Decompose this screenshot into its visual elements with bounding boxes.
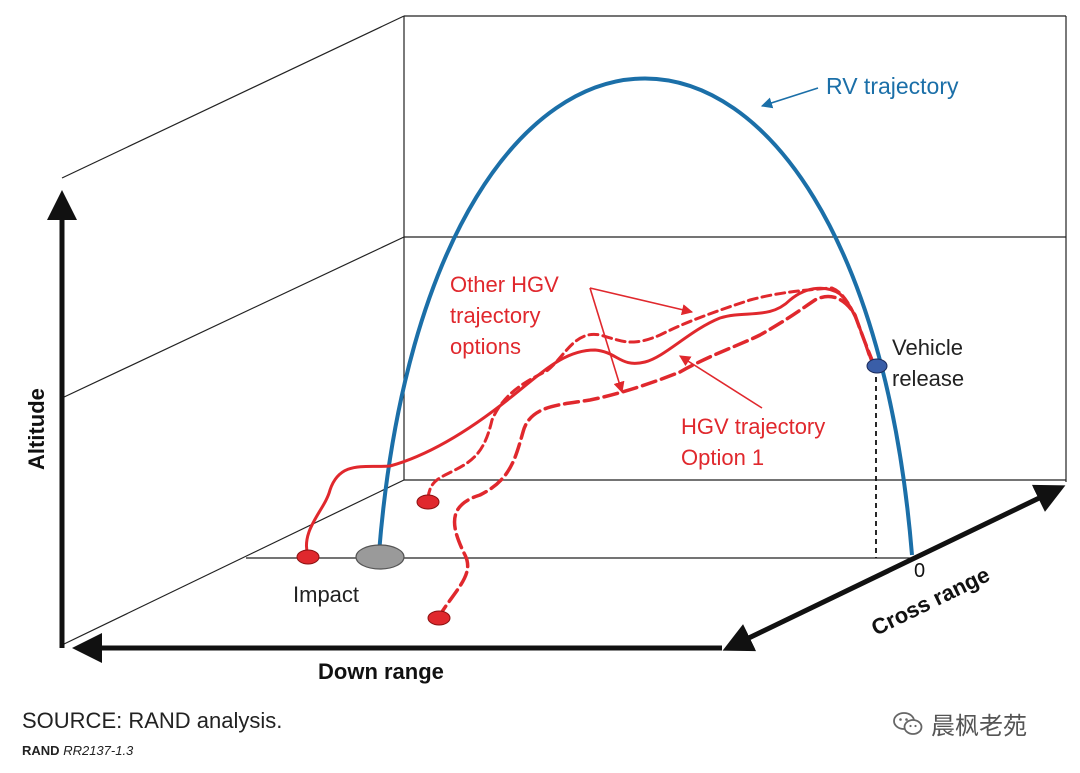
- hgv-impact-point-2: [416, 494, 440, 510]
- label-pointers: [589, 87, 819, 409]
- altitude-label: Altitude: [24, 388, 49, 470]
- vehicle-release-label-line2: release: [892, 366, 964, 391]
- down-range-label: Down range: [318, 659, 444, 684]
- axes: [47, 190, 1066, 663]
- hgv-other-trajectory-upper: [426, 286, 872, 500]
- other-hgv-label-line1: Other HGV: [450, 272, 559, 297]
- figure-tag: RAND RR2137-1.3: [22, 743, 133, 758]
- wechat-icon: [893, 711, 923, 735]
- figure-tag-id: RR2137-1.3: [63, 743, 134, 758]
- other-hgv-label-line2: trajectory: [450, 303, 540, 328]
- vehicle-release-marker: [866, 358, 888, 374]
- hgv-trajectories: [304, 286, 874, 620]
- hgv-impact-point-3: [427, 610, 451, 626]
- zero-label: 0: [914, 560, 925, 582]
- hgv-option1-label-line1: HGV trajectory: [681, 414, 825, 439]
- source-note: SOURCE: RAND analysis.: [22, 708, 283, 733]
- rv-trajectory-label: RV trajectory: [826, 73, 959, 99]
- watermark: 晨枫老苑: [893, 706, 1027, 741]
- hgv-impact-point-1: [296, 549, 320, 565]
- cross-range-axis: [722, 484, 1066, 652]
- hgv-other-trajectory-lower: [436, 294, 874, 620]
- rv-trajectory: [377, 76, 914, 556]
- watermark-text: 晨枫老苑: [931, 712, 1027, 740]
- hgv-option1-label-line2: Option 1: [681, 445, 764, 470]
- figure-tag-org: RAND: [22, 743, 60, 758]
- perspective-box: [61, 15, 1067, 646]
- other-hgv-label-line3: options: [450, 334, 521, 359]
- vehicle-release-label-line1: Vehicle: [892, 335, 963, 360]
- impact-marker: [355, 544, 405, 570]
- impact-label: Impact: [293, 582, 359, 607]
